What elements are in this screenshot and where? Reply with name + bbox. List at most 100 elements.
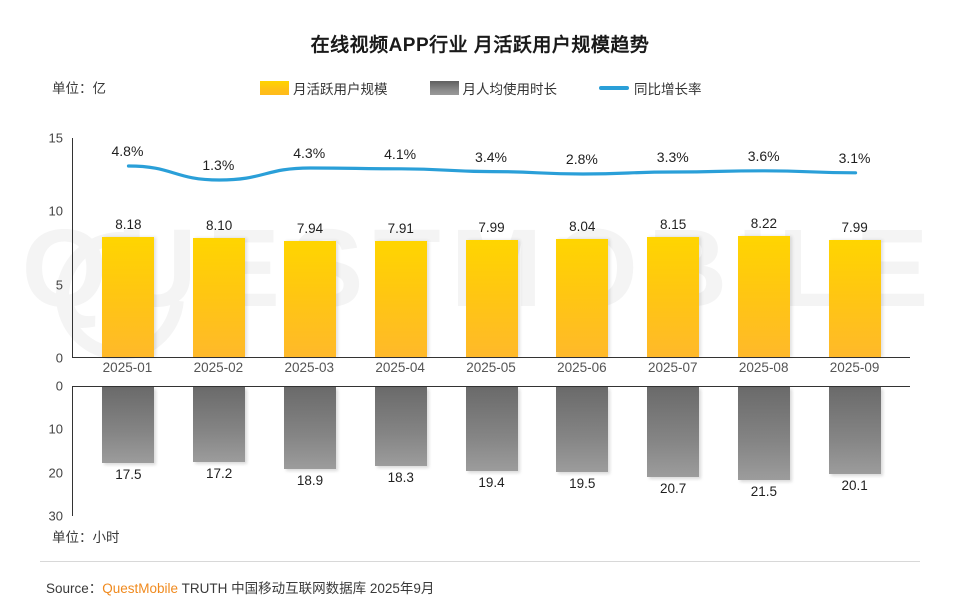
x-axis-tick-label: 2025-07	[648, 360, 698, 375]
unit-label-top: 单位：亿	[52, 81, 106, 96]
growth-rate-value-label: 3.1%	[838, 149, 871, 166]
source-rest: TRUTH 中国移动互联网数据库 2025年9月	[178, 581, 435, 596]
x-axis-labels: 2025-01 2025-02 2025-03 2025-04 2025-05 2025-…	[72, 360, 910, 384]
bar-slot-duration[interactable]: 17.5	[83, 387, 174, 516]
bar-duration[interactable]	[102, 387, 155, 463]
legend-item-duration[interactable]: 月人均使用时长	[429, 78, 558, 98]
bar-mau[interactable]	[283, 240, 336, 357]
yellow-square-icon	[260, 81, 289, 95]
bar-slot-duration[interactable]: 21.5	[718, 387, 809, 516]
bar-slot-mau[interactable]: 8.15	[628, 138, 719, 357]
x-axis-tick-label: 2025-02	[193, 360, 244, 375]
growth-rate-labels: 4.8% 1.3% 4.3% 4.1% 3.4% 2.8% 3.3% 3.6% 3.1%	[72, 138, 910, 358]
bar-slot-duration[interactable]: 18.3	[355, 387, 446, 516]
x-axis-tick-label: 2025-09	[829, 360, 880, 375]
bar-duration[interactable]	[465, 387, 518, 472]
bar-slot-mau[interactable]: 7.91	[355, 138, 446, 357]
bar-value-label-mau: 7.99	[841, 219, 868, 235]
blue-line-icon	[599, 86, 629, 90]
bar-value-label-duration: 18.3	[387, 470, 414, 486]
bar-mau[interactable]	[374, 241, 427, 357]
bar-mau[interactable]	[737, 236, 790, 357]
growth-rate-value-label: 3.3%	[656, 149, 689, 165]
bar-mau[interactable]	[102, 237, 155, 357]
unit-label-bottom: 单位：小时	[52, 530, 120, 545]
x-axis-tick-label: 2025-01	[102, 360, 153, 375]
bar-value-label-mau: 7.94	[296, 220, 324, 236]
bar-duration[interactable]	[283, 387, 336, 469]
growth-rate-value-label: 3.4%	[475, 148, 507, 165]
bar-duration[interactable]	[737, 387, 790, 481]
x-axis-tick-label: 2025-04	[375, 360, 425, 375]
bar-mau[interactable]	[193, 238, 246, 357]
x-axis-tick-label: 2025-06	[557, 360, 607, 375]
y-tick-top: 15	[48, 130, 63, 146]
bar-duration[interactable]	[556, 387, 609, 472]
y-tick-bottom: 10	[48, 421, 63, 437]
bar-value-label-duration: 18.9	[296, 472, 324, 488]
bar-slot-duration[interactable]: 19.5	[537, 387, 628, 516]
bar-duration[interactable]	[374, 387, 427, 467]
legend-item-mau[interactable]: 月活跃用户规模	[260, 78, 388, 98]
growth-rate-value-label: 1.3%	[202, 157, 235, 173]
legend-label-growth: 同比增长率	[634, 82, 702, 97]
footer-divider	[40, 561, 920, 562]
y-tick-top: 10	[48, 203, 63, 219]
x-axis-tick-label: 2025-03	[284, 360, 334, 375]
y-tick-top: 5	[55, 277, 63, 293]
bar-mau[interactable]	[828, 239, 881, 357]
bar-slot-duration[interactable]: 19.4	[446, 387, 537, 516]
bar-value-label-mau: 8.18	[115, 217, 142, 233]
y-tick-top: 0	[55, 350, 63, 366]
bar-duration[interactable]	[828, 387, 881, 475]
bar-slot-mau[interactable]: 8.10	[174, 138, 265, 357]
bar-slot-duration[interactable]: 20.7	[628, 387, 719, 516]
bar-slot-duration[interactable]: 17.2	[174, 387, 265, 516]
bar-mau[interactable]	[647, 237, 700, 357]
growth-rate-value-label: 4.8%	[111, 143, 144, 159]
bar-mau[interactable]	[465, 239, 518, 357]
bar-duration[interactable]	[647, 387, 700, 477]
bar-slot-mau[interactable]: 7.99	[446, 138, 537, 357]
bar-value-label-duration: 21.5	[750, 484, 777, 500]
mau-bar-group: 8.18 8.10 7.94 7.91 7.99 8.04 8.15 8.22 7.99	[73, 138, 910, 357]
duration-bar-chart: 17.5 17.2 18.9 18.3 19.4 19.5 20.7 21.5 20.1	[72, 386, 910, 516]
bar-slot-mau[interactable]: 8.22	[718, 138, 809, 357]
bar-slot-mau[interactable]: 8.18	[83, 138, 174, 357]
source-note: Source：QuestMobile TRUTH 中国移动互联网数据库 2025…	[46, 577, 434, 597]
source-prefix: Source：	[46, 581, 103, 596]
bar-value-label-duration: 20.7	[659, 480, 687, 496]
bar-value-label-mau: 7.91	[387, 221, 414, 236]
bar-value-label-duration: 17.5	[115, 466, 142, 482]
bar-value-label-mau: 8.10	[206, 218, 233, 234]
bar-value-label-mau: 8.22	[750, 216, 777, 232]
bar-slot-mau[interactable]: 8.04	[537, 138, 628, 357]
bar-slot-duration[interactable]: 20.1	[809, 387, 900, 516]
y-tick-bottom: 20	[48, 465, 63, 481]
growth-rate-value-label: 4.1%	[384, 145, 417, 162]
x-axis-tick-label: 2025-08	[738, 360, 789, 375]
legend-label-duration: 月人均使用时长	[462, 82, 558, 97]
bar-value-label-duration: 19.5	[569, 475, 596, 491]
chart-legend: 月活跃用户规模 月人均使用时长 同比增长率	[260, 78, 702, 98]
bar-value-label-mau: 8.04	[569, 219, 596, 235]
y-tick-bottom: 30	[48, 508, 63, 524]
source-brand: QuestMobile	[102, 581, 179, 596]
growth-rate-value-label: 2.8%	[565, 151, 598, 167]
gray-square-icon	[429, 81, 459, 95]
growth-rate-value-label: 4.3%	[293, 145, 326, 161]
bar-slot-duration[interactable]: 18.9	[265, 387, 356, 516]
bar-slot-mau[interactable]: 7.94	[265, 138, 356, 357]
bar-slot-mau[interactable]: 7.99	[809, 138, 900, 357]
bar-value-label-mau: 8.15	[659, 217, 687, 233]
x-axis-tick-label: 2025-05	[466, 360, 516, 375]
legend-item-growth[interactable]: 同比增长率	[599, 78, 702, 98]
bar-value-label-mau: 7.99	[478, 219, 505, 235]
mau-bar-chart: 8.18 8.10 7.94 7.91 7.99 8.04 8.15 8.22 7.99	[72, 138, 910, 358]
bar-mau[interactable]	[556, 239, 609, 357]
bar-value-label-duration: 19.4	[478, 475, 505, 491]
bar-duration[interactable]	[193, 387, 246, 462]
duration-bar-group: 17.5 17.2 18.9 18.3 19.4 19.5 20.7 21.5 20.1	[73, 387, 910, 516]
bar-value-label-duration: 20.1	[841, 478, 868, 494]
